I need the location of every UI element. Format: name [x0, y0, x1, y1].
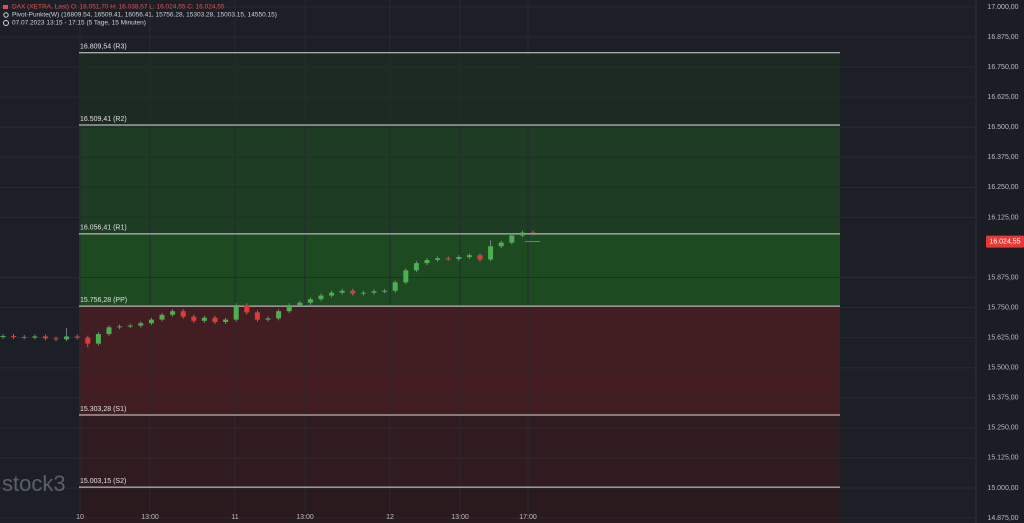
symbol-icon	[3, 5, 8, 9]
header-line: Pivot-Punkte(W) (16809.54, 16509.41, 160…	[12, 12, 277, 19]
clock-icon	[3, 20, 9, 26]
candle-body	[297, 302, 303, 306]
candle-body	[488, 246, 494, 260]
y-tick-label: 16.500,00	[987, 124, 1018, 131]
candle-body	[360, 292, 366, 294]
x-tick-label: 12	[386, 514, 394, 521]
candle-body	[106, 327, 112, 335]
y-tick-label: 15.375,00	[987, 395, 1018, 402]
pivot-label: 16.809,54 (R3)	[80, 44, 127, 51]
pivot-label: 16.056,41 (R1)	[80, 225, 127, 232]
candle-body	[329, 292, 335, 296]
candle-body	[339, 290, 345, 293]
candle-body	[0, 335, 6, 337]
candle-body	[519, 232, 525, 236]
candle-body	[466, 255, 472, 258]
last-price-box	[986, 235, 1024, 248]
watermark: stock3	[2, 471, 66, 496]
pivot-label: 16.509,41 (R2)	[80, 116, 127, 123]
candle-body	[32, 336, 38, 338]
candle-body	[318, 295, 324, 300]
candle-body	[138, 323, 144, 326]
candle-body	[85, 337, 91, 344]
candle-body	[403, 270, 409, 283]
x-tick-label: 17:00	[519, 514, 537, 521]
candle-body	[191, 316, 197, 321]
candle-body	[424, 259, 430, 264]
y-tick-label: 15.875,00	[987, 274, 1018, 281]
candle-body	[254, 312, 260, 320]
x-tick-label: 10	[76, 514, 84, 521]
x-tick-label: 11	[231, 514, 238, 521]
x-tick-label: 13:00	[141, 514, 159, 521]
y-tick-label: 14.875,00	[987, 515, 1018, 522]
candle-body	[286, 305, 292, 312]
candle-body	[477, 255, 483, 260]
last-price-label: 16.024,55	[989, 238, 1020, 245]
x-tick-label: 13:00	[451, 514, 469, 521]
y-tick-label: 16.750,00	[987, 64, 1018, 71]
plot: 16.809,54 (R3) 16.509,41 (R2) 16.056,41 (R…	[0, 44, 840, 488]
y-tick-label: 16.250,00	[987, 184, 1018, 191]
candle-body	[21, 336, 27, 338]
candle-body	[392, 282, 398, 291]
candle-body	[276, 311, 282, 319]
pivot-label: 15.303,28 (S1)	[80, 406, 126, 413]
candle-body	[95, 334, 101, 344]
candle-body	[445, 258, 451, 260]
candle-body	[498, 242, 504, 247]
header-line: DAX (XETRA, Last) O: 16.051,70 H: 16.038…	[12, 4, 225, 11]
candle-body	[413, 263, 419, 271]
candle-body	[212, 317, 218, 323]
candle-body	[159, 314, 165, 320]
candle-body	[435, 258, 441, 260]
candle-body	[223, 319, 229, 323]
candle-body	[530, 232, 536, 234]
y-tick-label: 16.375,00	[987, 154, 1018, 161]
y-tick-label: 16.625,00	[987, 94, 1018, 101]
candle-body	[148, 319, 154, 324]
candle-body	[307, 299, 313, 303]
y-axis-panel	[976, 0, 1024, 523]
candle-body	[180, 311, 186, 317]
candle-body	[350, 290, 356, 294]
candle-body	[74, 336, 80, 338]
candle-body	[244, 305, 250, 313]
candle-body	[371, 291, 377, 293]
pivot-label: 15.003,15 (S2)	[80, 478, 126, 485]
candle-body	[64, 336, 70, 340]
candle-body	[201, 317, 207, 321]
header-line: 07.07.2023 13:15 - 17:15 (5 Tage, 15 Min…	[12, 20, 146, 27]
y-tick-label: 16.125,00	[987, 214, 1018, 221]
pivot-label: 15.756,28 (PP)	[80, 297, 127, 304]
candle-body	[233, 305, 239, 320]
candle-body	[456, 257, 462, 260]
y-tick-label: 15.750,00	[987, 304, 1018, 311]
candle-body	[117, 326, 123, 328]
pivot-icon	[3, 12, 9, 18]
x-tick-label: 13:00	[296, 514, 314, 521]
y-tick-label: 15.000,00	[987, 485, 1018, 492]
candle-body	[11, 335, 17, 337]
y-tick-label: 15.125,00	[987, 455, 1018, 462]
y-tick-label: 15.500,00	[987, 365, 1018, 372]
y-tick-label: 17.000,00	[987, 4, 1018, 11]
candle-body	[127, 325, 133, 327]
candle-body	[265, 318, 271, 320]
y-tick-label: 15.250,00	[987, 425, 1018, 432]
candle-body	[170, 311, 176, 315]
y-tick-label: 16.875,00	[987, 34, 1018, 41]
candle-body	[509, 235, 515, 243]
y-tick-label: 15.625,00	[987, 334, 1018, 341]
grid	[0, 0, 976, 519]
candle-body	[382, 290, 388, 292]
candle-body	[42, 336, 48, 339]
candle-body	[53, 338, 59, 340]
